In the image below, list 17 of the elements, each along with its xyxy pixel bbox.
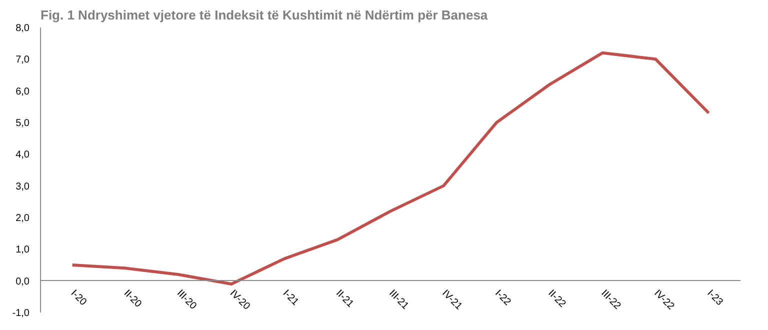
y-tick-label: 6,0 bbox=[16, 86, 30, 98]
y-tick-label: 5,0 bbox=[16, 118, 30, 129]
x-tick-label: I-21 bbox=[280, 288, 301, 308]
y-tick-label: 0,0 bbox=[16, 276, 30, 288]
line-series bbox=[70, 51, 710, 286]
x-tick-label: II-20 bbox=[121, 288, 144, 310]
y-tick-label: 7,0 bbox=[16, 54, 30, 66]
y-tick-label: 2,0 bbox=[16, 213, 30, 224]
y-tick-label: 1,0 bbox=[16, 244, 30, 256]
x-tick-label: I-23 bbox=[704, 288, 726, 308]
y-tick-label: 4,0 bbox=[16, 150, 30, 161]
x-tick-label: I-22 bbox=[492, 288, 513, 308]
y-tick-label: 3,0 bbox=[16, 181, 30, 192]
y-tick-label: 8,0 bbox=[16, 23, 30, 34]
chart-title: Fig. 1 Ndryshimet vjetore të Indeksit të Kushtimit në Ndërtim për Banesa bbox=[40, 8, 488, 22]
x-tick-label: I-20 bbox=[68, 288, 89, 308]
y-tick-label: -1,0 bbox=[12, 308, 30, 319]
